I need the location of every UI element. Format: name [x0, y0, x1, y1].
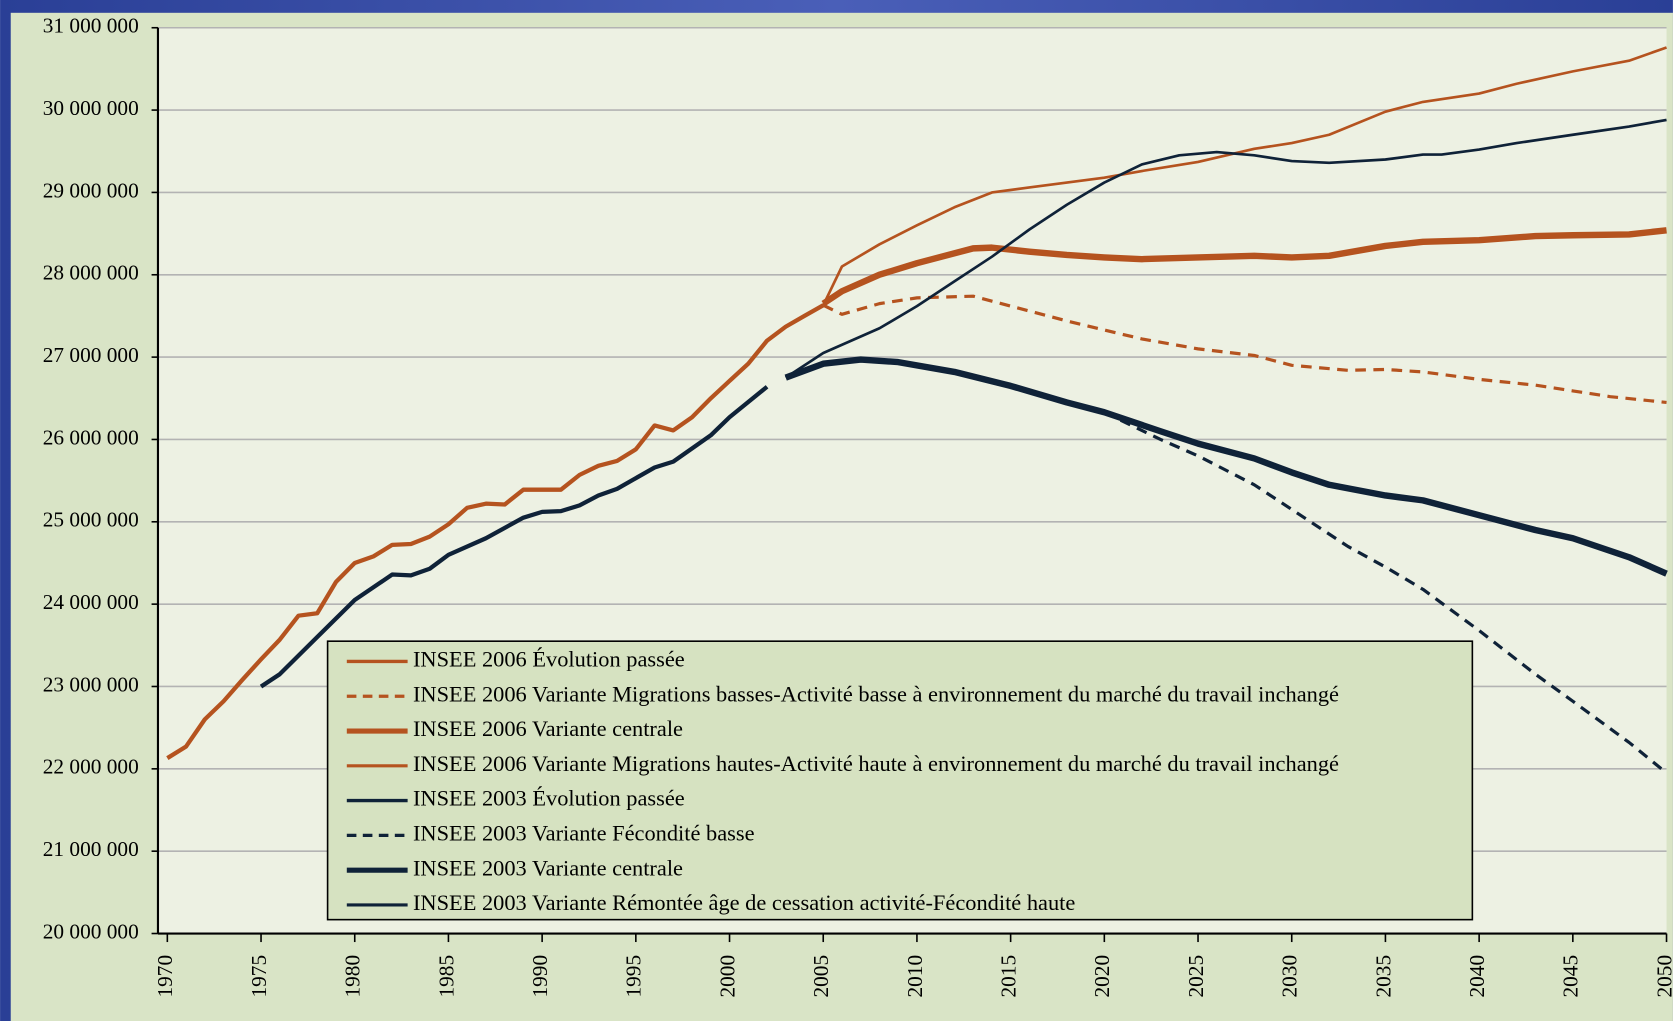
y-tick-label: 31 000 000: [43, 14, 139, 38]
x-tick-label: 1990: [528, 955, 552, 998]
x-tick-label: 2035: [1371, 955, 1395, 998]
x-tick-label: 2050: [1652, 955, 1673, 998]
legend-label: INSEE 2006 Évolution passée: [413, 647, 685, 672]
series-line: [784, 118, 1667, 379]
legend-label: INSEE 2006 Variante Migrations hautes-Ac…: [413, 751, 1339, 776]
x-tick-label: 2045: [1559, 955, 1583, 998]
series-line: [822, 294, 1667, 405]
x-tick-label: 1970: [153, 955, 177, 998]
legend-label: INSEE 2003 Variante Rémontée âge de cess…: [413, 890, 1075, 915]
legend-label: INSEE 2006 Variante centrale: [413, 716, 683, 741]
x-tick-label: 2020: [1090, 955, 1114, 998]
series-line: [821, 227, 1667, 307]
series-line: [166, 303, 825, 760]
y-tick-label: 21 000 000: [43, 837, 139, 861]
legend-label: INSEE 2003 Évolution passée: [413, 786, 685, 811]
x-tick-label: 2005: [809, 955, 833, 998]
x-tick-label: 2030: [1278, 955, 1302, 998]
y-tick-label: 28 000 000: [43, 261, 139, 285]
x-tick-label: 2040: [1465, 955, 1489, 998]
y-tick-label: 23 000 000: [43, 672, 139, 696]
legend-label: INSEE 2003 Variante Fécondité basse: [413, 821, 755, 846]
y-tick-label: 25 000 000: [43, 508, 139, 532]
x-tick-label: 2010: [903, 955, 927, 998]
x-tick-label: 1995: [622, 955, 646, 998]
series-line: [1103, 410, 1668, 775]
x-tick-label: 1980: [341, 955, 365, 998]
y-tick-label: 20 000 000: [43, 919, 139, 943]
legend-box: [326, 640, 1474, 921]
y-tick-label: 27 000 000: [43, 343, 139, 367]
y-tick-label: 26 000 000: [43, 425, 139, 449]
y-tick-label: 29 000 000: [43, 178, 139, 202]
legend-label: INSEE 2003 Variante centrale: [413, 855, 683, 880]
x-tick-label: 2025: [1184, 955, 1208, 998]
series-line: [822, 46, 1667, 306]
series-line: [784, 356, 1668, 577]
x-tick-label: 1975: [247, 955, 271, 998]
y-tick-label: 24 000 000: [43, 590, 139, 614]
x-tick-label: 1985: [434, 955, 458, 998]
y-tick-label: 22 000 000: [43, 755, 139, 779]
x-tick-label: 2000: [715, 955, 739, 998]
legend-label: INSEE 2006 Variante Migrations basses-Ac…: [413, 681, 1339, 706]
series-line: [259, 385, 769, 689]
y-tick-label: 30 000 000: [43, 96, 139, 120]
x-tick-label: 2015: [997, 955, 1021, 998]
